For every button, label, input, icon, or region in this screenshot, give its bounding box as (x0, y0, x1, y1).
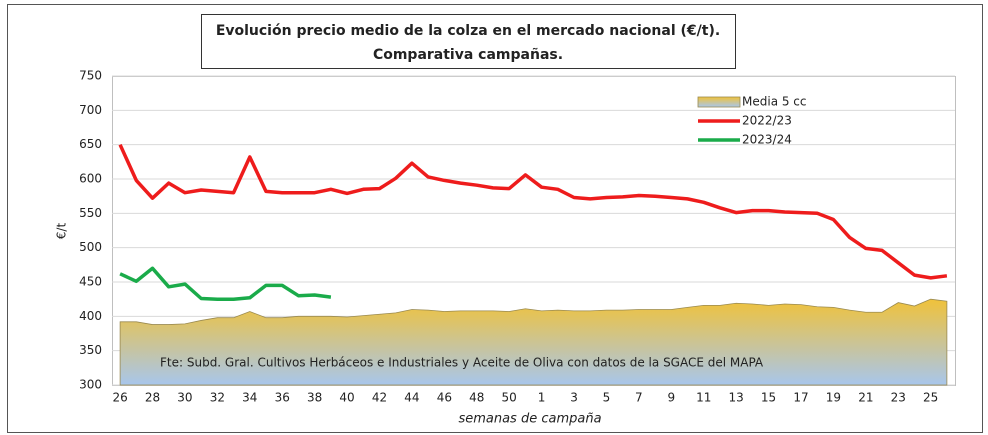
y-tick-label: 650 (79, 137, 102, 151)
x-tick-label: 25 (923, 391, 938, 405)
y-tick-label: 300 (79, 378, 102, 392)
x-tick-label: 40 (339, 391, 354, 405)
line (118, 143, 948, 280)
x-tick-label: 19 (826, 391, 841, 405)
x-tick-label: 46 (437, 391, 452, 405)
y-tick-label: 600 (79, 172, 102, 186)
x-axis-label: semanas de campaña (458, 412, 601, 427)
legend-swatch (697, 96, 741, 108)
x-tick-label: 28 (145, 391, 160, 405)
x-tick-label: 44 (404, 391, 419, 405)
legend-label: 2023/24 (742, 133, 792, 147)
legend-label: Media 5 cc (742, 95, 807, 109)
y-tick-label: 550 (79, 206, 102, 220)
x-tick-label: 38 (307, 391, 322, 405)
x-tick-label: 30 (177, 391, 192, 405)
x-tick-label: 32 (210, 391, 225, 405)
y-tick-label: 500 (79, 240, 102, 254)
y-tick-label: 450 (79, 275, 102, 289)
x-tick-label: 48 (469, 391, 484, 405)
x-tick-label: 15 (761, 391, 776, 405)
x-tick-label: 5 (603, 391, 611, 405)
y-tick-label: 350 (79, 343, 102, 357)
chart-subtitle: Comparativa campañas. (373, 47, 563, 63)
x-tick-label: 7 (635, 391, 643, 405)
x-tick-label: 13 (729, 391, 744, 405)
x-tick-label: 21 (858, 391, 873, 405)
x-tick-label: 9 (667, 391, 675, 405)
legend-label: 2022/23 (742, 114, 792, 128)
y-tick-label: 750 (79, 69, 102, 83)
chart-title: Evolución precio medio de la colza en el… (216, 23, 720, 39)
x-tick-label: 36 (275, 391, 290, 405)
x-tick-label: 23 (891, 391, 906, 405)
annotation: Fte: Subd. Gral. Cultivos Herbáceos e In… (160, 356, 764, 370)
x-tick-label: 3 (570, 391, 578, 405)
x-tick-label: 1 (538, 391, 546, 405)
x-tick-label: 26 (112, 391, 127, 405)
y-tick-label: 400 (79, 309, 102, 323)
x-tick-label: 34 (242, 391, 257, 405)
title-box (201, 14, 736, 69)
area (119, 298, 948, 386)
y-tick-label: 700 (79, 103, 102, 117)
x-tick-label: 11 (696, 391, 711, 405)
y-axis-label: €/t (55, 223, 69, 240)
x-tick-label: 17 (793, 391, 808, 405)
line (119, 266, 332, 301)
x-tick-label: 42 (372, 391, 387, 405)
x-tick-label: 50 (502, 391, 517, 405)
